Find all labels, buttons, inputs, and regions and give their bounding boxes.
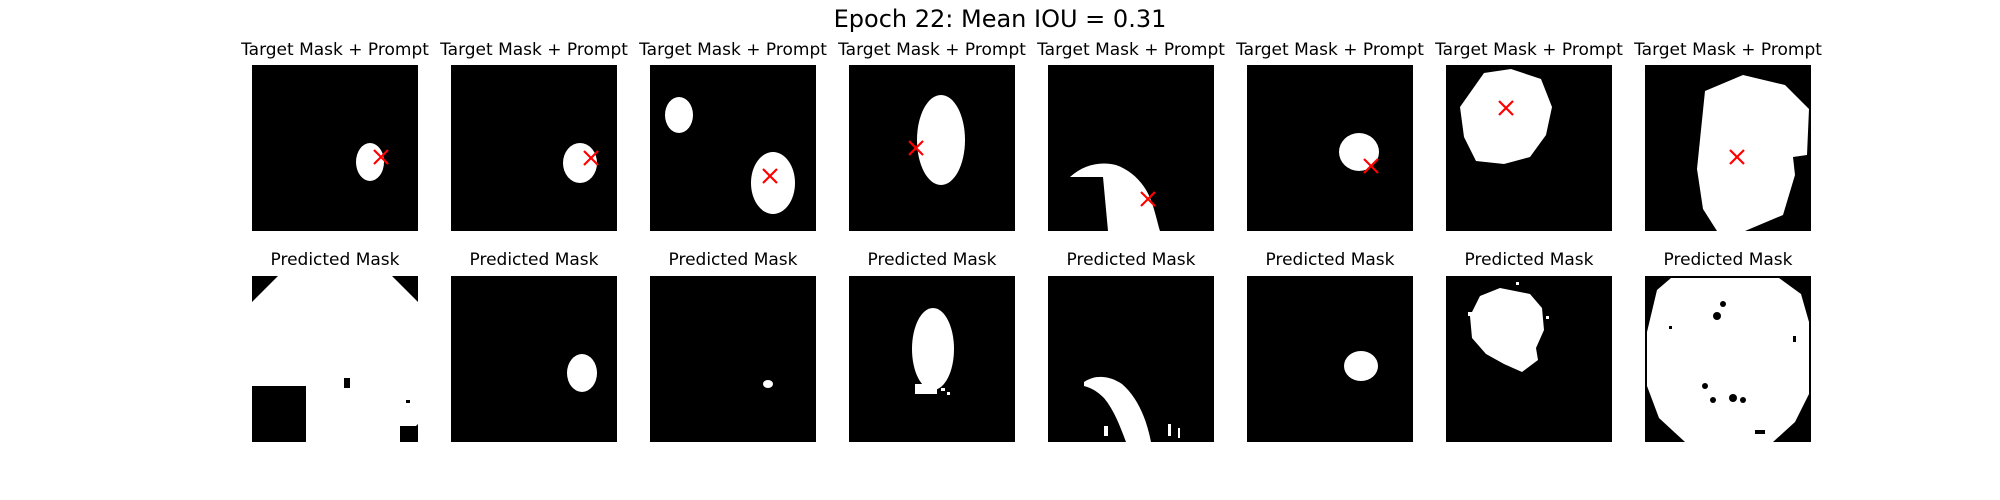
predicted-mask-panel-2: [451, 276, 617, 442]
prompt-point-marker: [1363, 158, 1379, 174]
mask-hole: [1710, 397, 1716, 403]
figure-title: Epoch 22: Mean IOU = 0.31: [833, 5, 1167, 33]
predicted-mask-image-7: [1468, 282, 1549, 372]
target-mask-region: [1697, 75, 1809, 231]
predicted-mask-image-2: [567, 354, 597, 392]
predicted-mask-region: [915, 384, 937, 394]
prompt-point-marker: [762, 168, 778, 184]
mask-speck: [1104, 426, 1108, 436]
target-mask-panel-7: [1446, 65, 1612, 231]
predicted-mask-region: [1344, 351, 1378, 381]
mask-speck: [1516, 282, 1519, 285]
predicted-mask-region: [1470, 288, 1544, 372]
target-panel-title-4: Target Mask + Prompt: [838, 40, 1026, 60]
mask-speck: [1168, 424, 1171, 436]
target-mask-panel-6: [1247, 65, 1413, 231]
target-mask-region: [917, 95, 965, 185]
predicted-mask-region: [912, 308, 954, 390]
predicted-panel-title-6: Predicted Mask: [1265, 250, 1395, 270]
mask-speck: [1178, 428, 1180, 438]
predicted-mask-region: [1647, 278, 1809, 442]
mask-hole: [344, 378, 350, 388]
mask-hole: [1713, 312, 1721, 320]
target-panel-title-5: Target Mask + Prompt: [1037, 40, 1225, 60]
predicted-panel-title-3: Predicted Mask: [668, 250, 798, 270]
mask-hole: [1755, 430, 1765, 434]
target-mask-region: [356, 143, 384, 181]
target-panel-title-3: Target Mask + Prompt: [639, 40, 827, 60]
prompt-point-marker: [583, 150, 599, 166]
target-mask-region: [665, 97, 693, 133]
predicted-mask-image-4: [912, 308, 954, 395]
predicted-mask-image-8: [1647, 278, 1809, 442]
target-mask-region: [1339, 133, 1379, 171]
mask-hole: [1729, 394, 1737, 402]
mask-hole: [406, 400, 410, 403]
predicted-mask-image-6: [1344, 351, 1378, 381]
target-mask-image-2: [563, 143, 599, 183]
target-panel-title-6: Target Mask + Prompt: [1236, 40, 1424, 60]
mask-hole: [1669, 326, 1672, 329]
prompt-point-marker: [373, 149, 389, 165]
target-mask-region: [751, 152, 795, 214]
mask-hole: [252, 386, 306, 442]
target-mask-image-8: [1697, 75, 1809, 231]
target-mask-panel-4: [849, 65, 1015, 231]
prompt-point-marker: [1140, 191, 1156, 207]
target-mask-region: [1460, 69, 1552, 164]
predicted-panel-title-8: Predicted Mask: [1663, 250, 1793, 270]
predicted-panel-title-2: Predicted Mask: [469, 250, 599, 270]
prompt-point-marker: [908, 140, 924, 156]
predicted-mask-image-3: [763, 380, 773, 388]
predicted-panel-title-4: Predicted Mask: [867, 250, 997, 270]
predicted-mask-image-1: [252, 276, 418, 442]
predicted-mask-panel-7: [1446, 276, 1612, 442]
mask-speck: [1546, 316, 1549, 319]
target-mask-image-1: [356, 143, 389, 181]
target-mask-panel-2: [451, 65, 617, 231]
mask-hole: [1793, 336, 1796, 342]
target-mask-image-4: [908, 95, 965, 185]
target-mask-image-3: [665, 97, 795, 214]
target-mask-image-7: [1460, 69, 1552, 164]
predicted-mask-region: [1084, 376, 1151, 442]
predicted-mask-image-5: [1084, 376, 1180, 442]
predicted-mask-region: [567, 354, 597, 392]
predicted-mask-region: [763, 380, 773, 388]
mask-speck: [1468, 312, 1472, 316]
predicted-mask-panel-4: [849, 276, 1015, 442]
mask-hole: [1720, 301, 1726, 307]
prompt-point-marker: [1729, 149, 1745, 165]
target-mask-panel-8: [1645, 65, 1811, 231]
target-panel-title-2: Target Mask + Prompt: [440, 40, 628, 60]
mask-speck: [941, 388, 945, 391]
prompt-point-marker: [1498, 100, 1514, 116]
mask-speck: [947, 392, 950, 395]
predicted-mask-panel-3: [650, 276, 816, 442]
target-mask-image-6: [1339, 133, 1379, 174]
target-mask-region: [563, 143, 597, 183]
mask-hole: [1740, 397, 1746, 403]
target-panel-title-8: Target Mask + Prompt: [1634, 40, 1822, 60]
mask-hole: [400, 426, 418, 442]
predicted-mask-panel-8: [1645, 276, 1811, 442]
target-mask-region: [1070, 163, 1160, 231]
predicted-panel-title-5: Predicted Mask: [1066, 250, 1196, 270]
target-mask-panel-1: [252, 65, 418, 231]
predicted-panel-title-7: Predicted Mask: [1464, 250, 1594, 270]
target-mask-panel-5: [1048, 65, 1214, 231]
predicted-mask-panel-1: [252, 276, 418, 442]
target-mask-image-5: [1070, 163, 1160, 231]
predicted-panel-title-1: Predicted Mask: [270, 250, 400, 270]
predicted-mask-panel-5: [1048, 276, 1214, 442]
predicted-mask-panel-6: [1247, 276, 1413, 442]
target-panel-title-1: Target Mask + Prompt: [241, 40, 429, 60]
target-panel-title-7: Target Mask + Prompt: [1435, 40, 1623, 60]
target-mask-panel-3: [650, 65, 816, 231]
mask-hole: [1702, 383, 1708, 389]
